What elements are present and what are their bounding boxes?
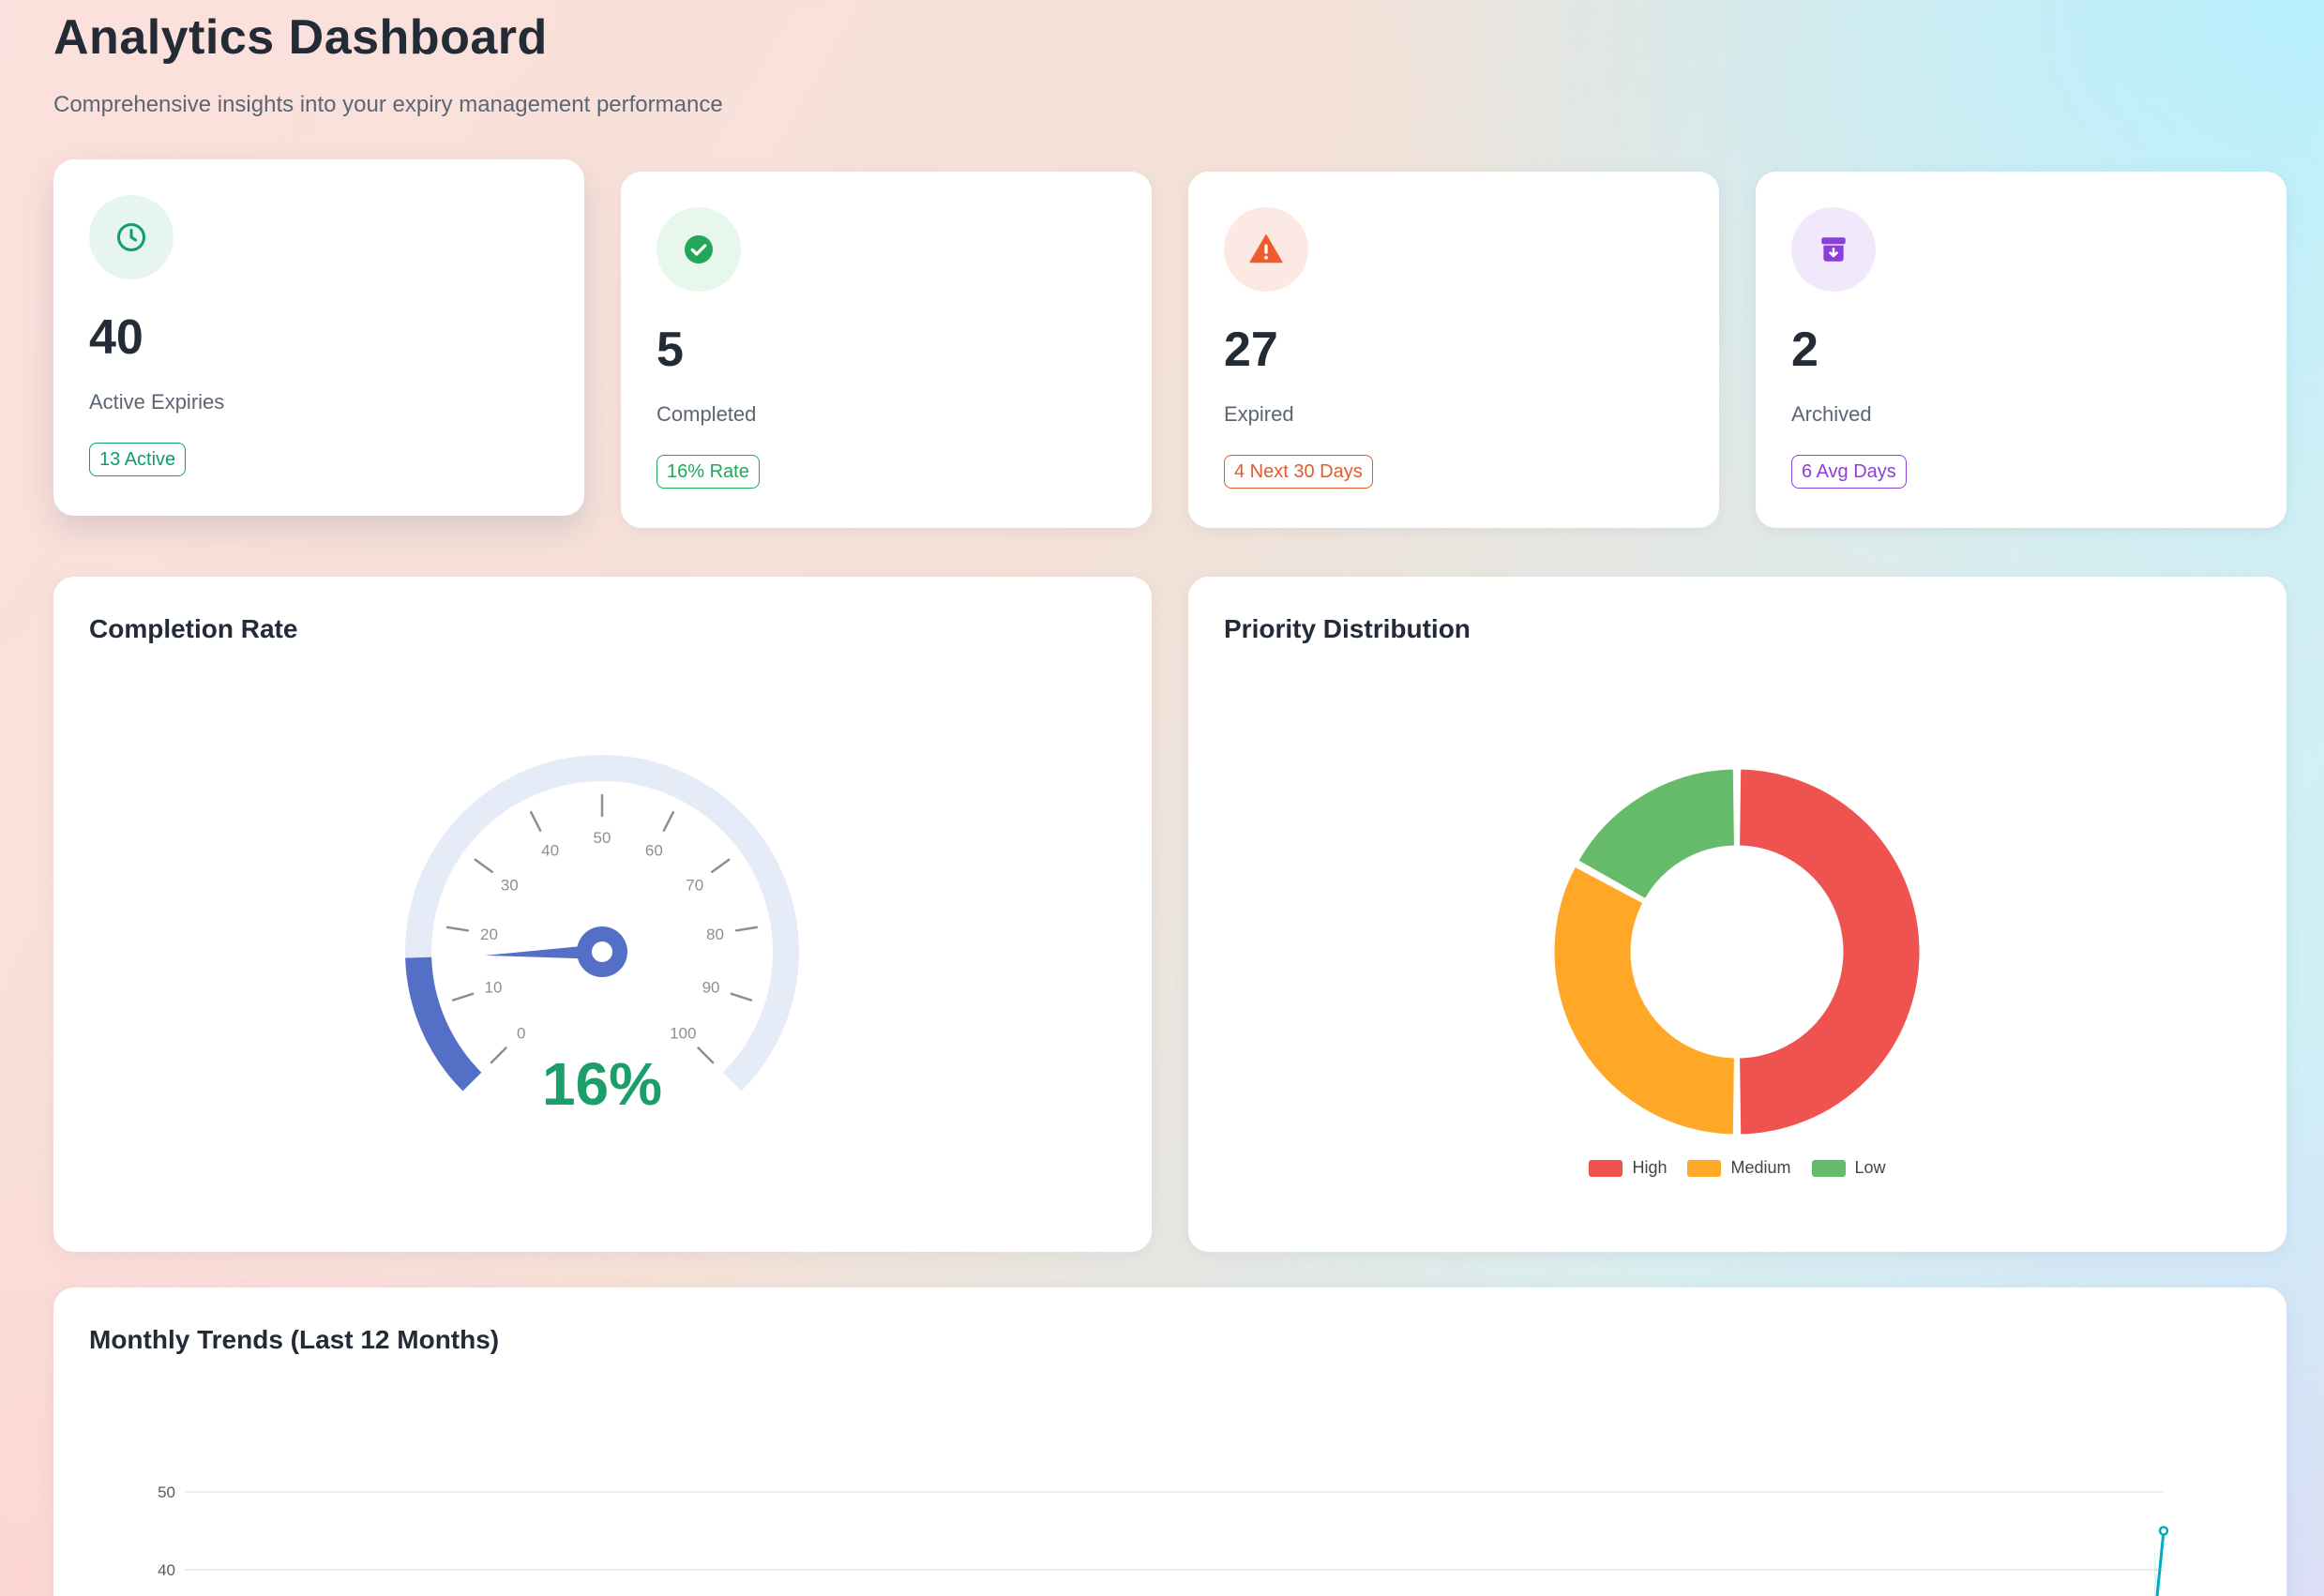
stat-value: 27 [1224, 323, 1278, 377]
y-tick-label: 50 [158, 1483, 175, 1501]
stat-badge: 4 Next 30 Days [1224, 455, 1373, 489]
stat-card-archived[interactable]: 2 Archived 6 Avg Days [1756, 172, 2286, 528]
page-title: Analytics Dashboard [53, 10, 548, 65]
stat-value: 2 [1791, 323, 1818, 377]
stat-value: 5 [656, 323, 684, 377]
gauge-pointer [485, 944, 603, 959]
gauge-tick [730, 992, 753, 1001]
legend-item-high[interactable]: High [1589, 1158, 1667, 1178]
gauge-tick-label: 30 [501, 876, 519, 894]
gauge-tick-label: 0 [517, 1024, 525, 1042]
completion-gauge: 0 10 20 30 40 50 60 70 80 90 100 16% [405, 755, 799, 1118]
gauge-progress [405, 956, 482, 1092]
gauge-tick-label: 70 [686, 876, 703, 894]
gauge-tick [451, 992, 475, 1001]
panel-title: Priority Distribution [1224, 614, 1471, 643]
gauge-pointer-hub-center [592, 941, 612, 962]
stat-card-completed[interactable]: 5 Completed 16% Rate [621, 172, 1152, 528]
priority-donut-chart [1551, 766, 1923, 1137]
gauge-tick [662, 810, 675, 833]
gauge-tick-label: 40 [541, 841, 559, 859]
gauge-value-label: 16% [542, 1050, 662, 1118]
panel-title: Monthly Trends (Last 12 Months) [89, 1325, 500, 1354]
legend-label: Medium [1730, 1158, 1791, 1177]
stat-badge: 6 Avg Days [1791, 455, 1907, 489]
y-tick-label: 40 [158, 1561, 175, 1579]
stat-badge: 13 Active [89, 443, 187, 476]
panel-title: Completion Rate [89, 614, 298, 643]
gauge-tick [697, 1046, 715, 1064]
trend-point [2158, 1526, 2169, 1536]
legend-item-low[interactable]: Low [1811, 1158, 1886, 1178]
trend-line [2155, 1530, 2166, 1596]
stat-label: Archived [1791, 402, 1872, 426]
gauge-tick-label: 100 [670, 1024, 696, 1042]
legend-swatch [1589, 1159, 1623, 1177]
legend-swatch [1687, 1159, 1722, 1177]
warning-triangle-icon [1224, 207, 1308, 292]
gauge-tick [529, 810, 542, 833]
stat-label: Expired [1224, 402, 1294, 426]
stat-card-expired[interactable]: 27 Expired 4 Next 30 Days [1188, 172, 1719, 528]
gauge-tick-label: 10 [485, 979, 503, 997]
legend-label: High [1632, 1158, 1668, 1177]
gauge-tick [711, 858, 731, 874]
donut-slice-high [1737, 766, 1923, 1137]
check-circle-icon [656, 207, 741, 292]
gauge-tick [490, 1046, 507, 1064]
gauge-tick-label: 80 [706, 926, 724, 943]
priority-distribution-panel: Priority Distribution High Medium Low [1188, 577, 2286, 1252]
stat-label: Completed [656, 402, 757, 426]
page-subtitle: Comprehensive insights into your expiry … [53, 92, 723, 117]
gauge-tick [445, 926, 470, 932]
stat-value: 40 [89, 310, 143, 365]
monthly-trends-panel: Monthly Trends (Last 12 Months) 40 50 [53, 1287, 2286, 1596]
clock-icon [89, 195, 174, 279]
completion-rate-panel: Completion Rate 0 10 20 30 40 50 60 70 80 90 100 16… [53, 577, 1152, 1252]
donut-slice-medium [1551, 864, 1737, 1137]
gauge-tick-label: 90 [702, 979, 720, 997]
legend-label: Low [1854, 1158, 1886, 1177]
monthly-trends-chart: 40 50 [158, 1483, 2169, 1596]
legend-swatch [1811, 1159, 1846, 1177]
gauge-tick-label: 60 [645, 841, 663, 859]
stat-card-active-expiries[interactable]: 40 Active Expiries 13 Active [53, 159, 584, 516]
gauge-tick [734, 926, 759, 932]
archive-box-icon [1791, 207, 1876, 292]
gauge-tick [474, 858, 493, 874]
donut-slice-low [1576, 766, 1737, 902]
legend-item-medium[interactable]: Medium [1687, 1158, 1791, 1178]
stat-badge: 16% Rate [656, 455, 760, 489]
chart-legend: High Medium Low [1188, 1158, 2286, 1178]
gauge-tick-label: 50 [594, 829, 611, 847]
stat-label: Active Expiries [89, 390, 225, 414]
gauge-tick-label: 20 [480, 926, 498, 943]
